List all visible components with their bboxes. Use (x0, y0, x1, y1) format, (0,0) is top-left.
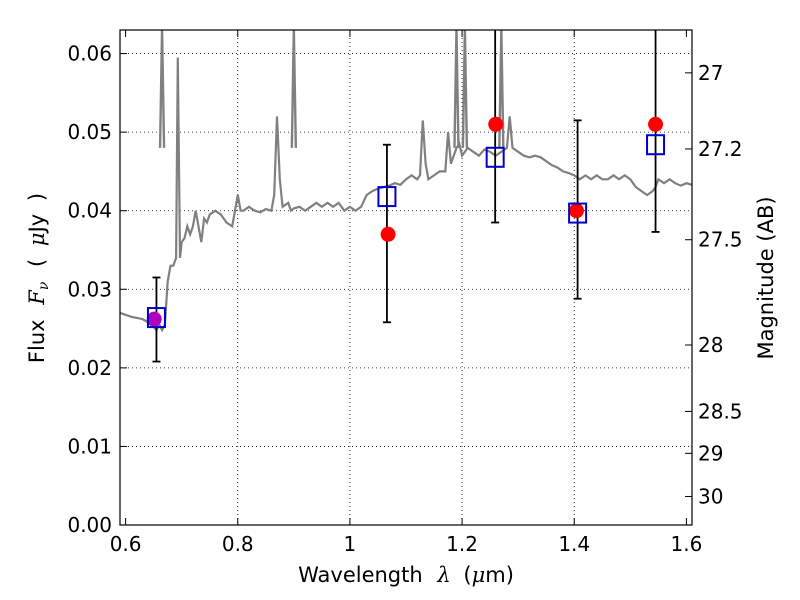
observed-point (380, 226, 396, 242)
emission-spike (461, 30, 469, 148)
model-point (568, 202, 588, 224)
grid-layer (120, 30, 692, 525)
y-axis-label-unit-close: ) (25, 193, 49, 201)
y-axis-label-unit-mu: μ (25, 232, 49, 246)
y-axis-label-text: Flux (25, 319, 49, 363)
y-tick-label: 0.06 (67, 42, 112, 66)
plot-frame (119, 29, 693, 526)
emission-spike (498, 30, 505, 148)
y2-axis-label: Magnitude (AB) (754, 196, 778, 359)
x-axis-label-unit-open: ( (463, 563, 471, 587)
model-point (377, 186, 397, 208)
y-axis-label-symbol-nu: ν (36, 281, 52, 290)
y-axis-label-symbol-f: F (25, 289, 49, 306)
y2-tick-label: 29 (698, 441, 723, 465)
observed-point (648, 116, 664, 132)
y2-tick-label: 27.5 (698, 228, 743, 252)
y-tick-label: 0.02 (67, 356, 112, 380)
observed-point (146, 311, 162, 327)
x-axis-label-text: Wavelength (298, 563, 423, 587)
y-tick-label: 0.00 (67, 513, 112, 537)
emission-spike (290, 30, 298, 148)
x-tick-label: 0.8 (222, 532, 254, 556)
y-tick-label: 0.05 (67, 120, 112, 144)
y2-tick-label: 27 (698, 61, 723, 85)
x-tick-label: 1.2 (446, 532, 478, 556)
y-tick-label: 0.04 (67, 199, 112, 223)
emission-spike (158, 30, 166, 148)
x-tick-label: 1.6 (670, 532, 702, 556)
y-tick-label: 0.01 (67, 434, 112, 458)
observed-point (488, 116, 504, 132)
data-layer (120, 30, 692, 363)
x-tick-label: 0.6 (110, 532, 142, 556)
x-tick-label: 1.4 (558, 532, 590, 556)
y-tick-label: 0.03 (67, 277, 112, 301)
model-point (146, 307, 166, 329)
y-axis-label: Flux Fν ( μJy ) (25, 193, 53, 363)
spectrum-line (120, 57, 692, 333)
x-tick-label: 1 (344, 532, 357, 556)
tick-layer: 0.6 0.8 1 1.2 1.4 1.6 0.00 0.01 0.02 0.03 0.04 0.05… (67, 30, 743, 556)
x-axis-label: Wavelength λ (μm) (298, 563, 514, 587)
model-point (485, 146, 505, 168)
y2-tick-label: 28.5 (698, 399, 743, 423)
y2-tick-label: 28 (698, 333, 723, 357)
y2-tick-label: 27.2 (698, 137, 743, 161)
x-axis-label-symbol: λ (436, 563, 450, 587)
model-point (646, 134, 666, 156)
x-axis-label-unit-rest: m) (485, 563, 514, 587)
y-axis-label-unit-rest: Jy (25, 214, 49, 235)
y-axis-label-unit-open: ( (25, 259, 49, 267)
observed-point (568, 203, 584, 219)
emission-spike (453, 30, 460, 148)
y2-tick-label: 30 (698, 484, 723, 508)
x-axis-label-unit-mu: μ (472, 563, 486, 587)
